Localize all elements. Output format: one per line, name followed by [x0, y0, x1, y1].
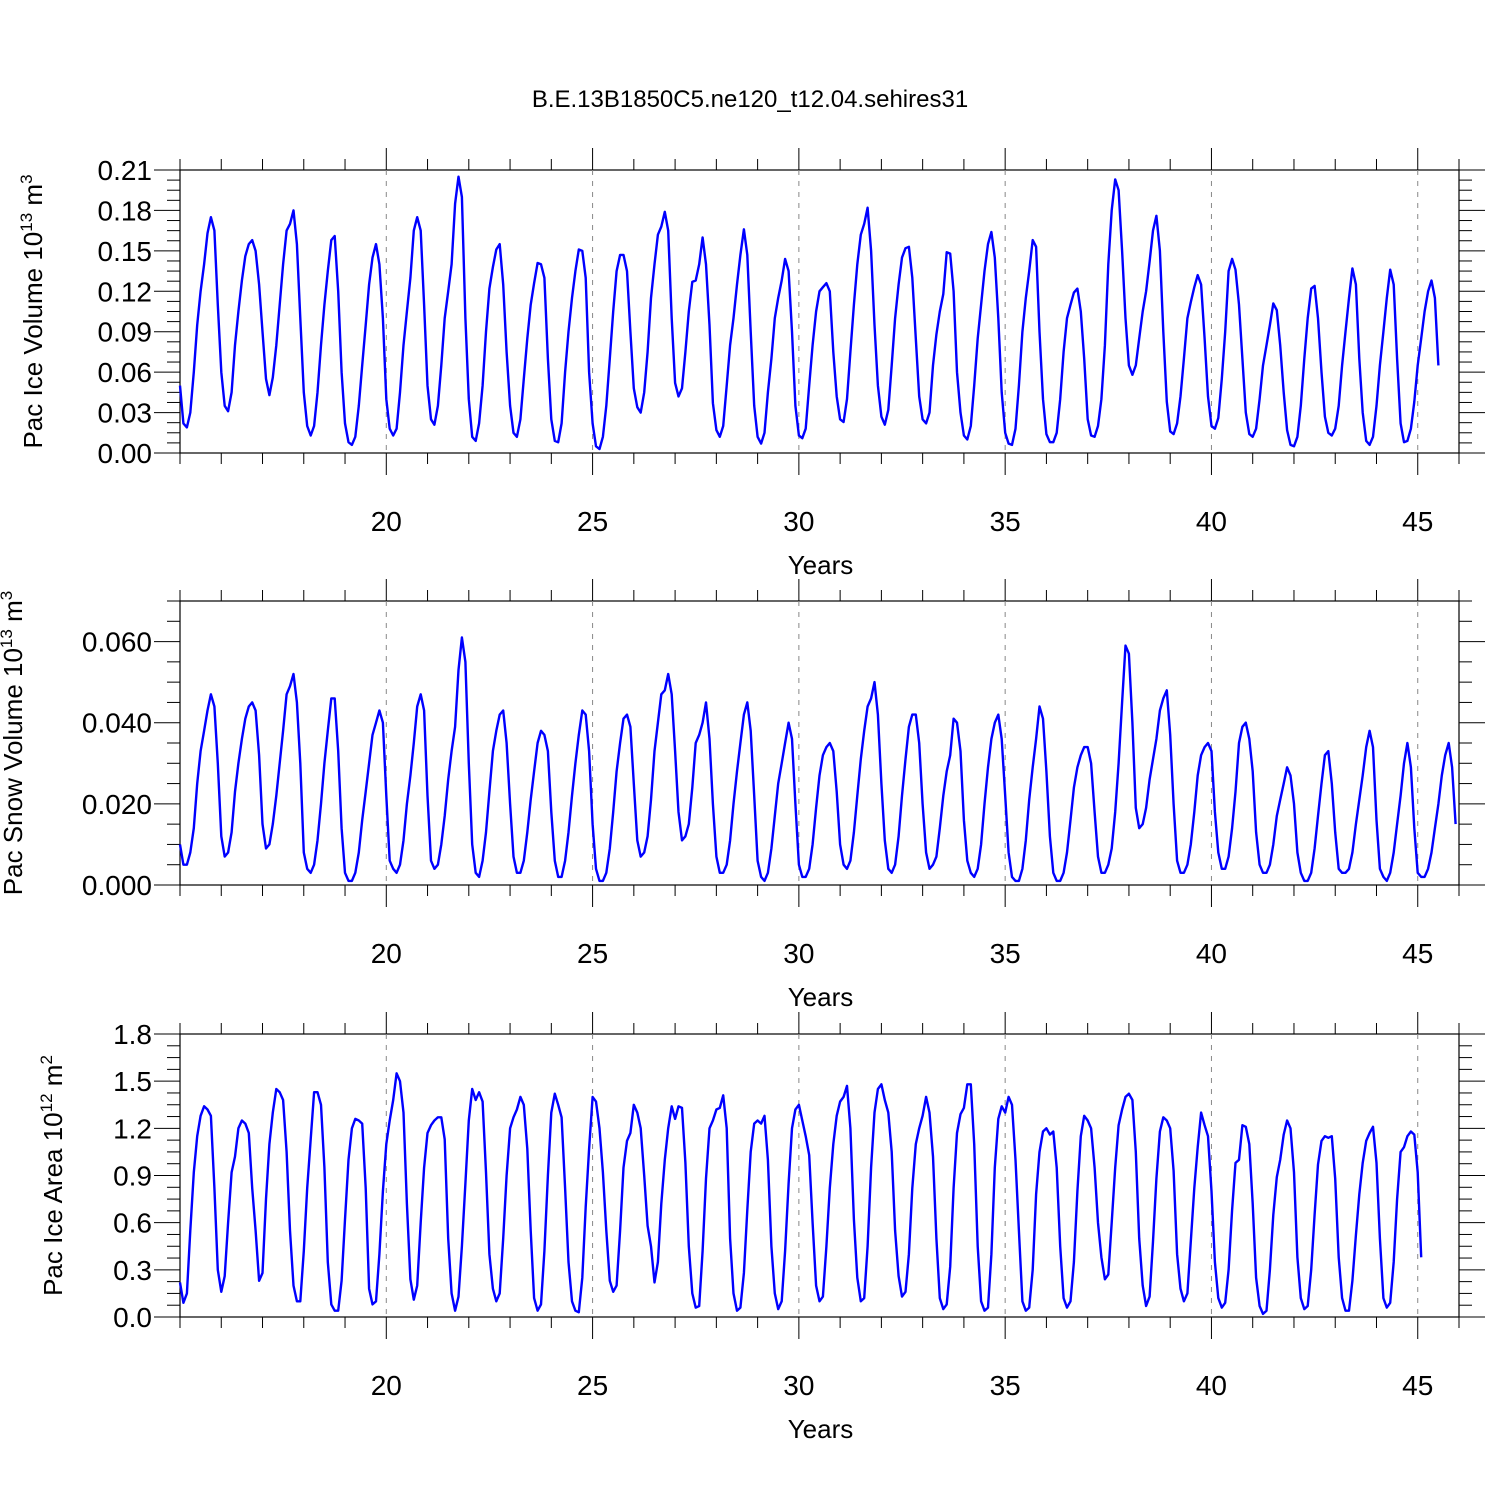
y-axis-title-unit: m	[18, 184, 48, 213]
y-axis-title-text: Pac Ice Volume 10	[18, 232, 48, 449]
x-tick-label: 25	[577, 1370, 608, 1401]
y-tick-label: 0.03	[98, 398, 153, 429]
x-tick-label: 35	[990, 506, 1021, 537]
y-tick-label: 0.3	[113, 1255, 152, 1286]
panels: 20 25 30 35 40 450.000.030.060.090.120.150.18…	[0, 148, 1485, 1444]
y-axis-title-unit-exponent: 3	[0, 591, 16, 600]
x-tick-label: 30	[783, 506, 814, 537]
y-tick-label: 0.18	[98, 195, 153, 226]
x-tick-label: 25	[577, 938, 608, 969]
panel-snow-volume: 20 25 30 35 40 45 0.000 0.020 0.040 0.060 Years Pac…	[0, 579, 1485, 1012]
y-tick-label: 0.21	[98, 155, 153, 186]
x-tick-label: 45	[1402, 506, 1433, 537]
panel-ice-volume: 20 25 30 35 40 45 0.00 0.03 0.06 0.09 0.12 0.15 0.18…	[17, 148, 1485, 580]
x-axis-title: Years	[788, 982, 854, 1012]
y-axis-title-exponent: 13	[17, 213, 36, 232]
y-tick-label: 1.2	[113, 1113, 152, 1144]
y-tick-label: 0.040	[82, 708, 152, 739]
x-tick-label: 40	[1196, 506, 1227, 537]
y-axis-title-unit-exponent: 3	[17, 174, 36, 183]
y-axis-title: Pac Ice Volume 1013 m3	[17, 174, 48, 448]
x-tick-label: 30	[783, 938, 814, 969]
x-tick-label: 35	[990, 938, 1021, 969]
y-axis-title-text: Pac Ice Area 10	[38, 1112, 68, 1296]
y-axis-title-unit-exponent: 2	[37, 1055, 56, 1064]
x-tick-label: 35	[990, 1370, 1021, 1401]
y-tick-label: 0.06	[98, 357, 153, 388]
y-tick-label: 0.060	[82, 627, 152, 658]
series-line-ice-area	[178, 1072, 1423, 1316]
plot-frame	[179, 1033, 1460, 1318]
y-tick-label: 0.00	[98, 438, 153, 469]
series-line-ice-volume	[178, 175, 1440, 451]
y-axis-title: Pac Snow Volume 1013 m3	[0, 591, 28, 895]
x-tick-label: 25	[577, 506, 608, 537]
x-axis-title: Years	[788, 550, 854, 580]
y-axis-title-text: Pac Snow Volume 10	[0, 648, 28, 895]
y-tick-label: 1.8	[113, 1019, 152, 1050]
x-tick-label: 20	[371, 1370, 402, 1401]
y-tick-label: 0.020	[82, 789, 152, 820]
y-tick-label: 0.09	[98, 317, 153, 348]
y-axis-title-unit: m	[38, 1065, 68, 1094]
y-tick-label: 0.9	[113, 1161, 152, 1192]
x-tick-label: 40	[1196, 938, 1227, 969]
y-axis-title: Pac Ice Area 1012 m2	[37, 1055, 68, 1296]
y-tick-label: 0.6	[113, 1208, 152, 1239]
y-axis-title-exponent: 13	[0, 629, 16, 648]
y-tick-label: 0.000	[82, 870, 152, 901]
plot-frame	[179, 169, 1460, 454]
y-tick-label: 0.0	[113, 1302, 152, 1333]
x-tick-label: 45	[1402, 1370, 1433, 1401]
x-tick-label: 45	[1402, 938, 1433, 969]
x-tick-label: 20	[371, 506, 402, 537]
y-axis-title-unit: m	[0, 600, 28, 629]
x-axis-title: Years	[788, 1414, 854, 1444]
y-tick-label: 0.12	[98, 276, 153, 307]
y-axis-title-exponent: 12	[37, 1093, 56, 1112]
series-line-snow-volume	[178, 636, 1457, 883]
x-tick-label: 20	[371, 938, 402, 969]
y-tick-label: 1.5	[113, 1066, 152, 1097]
y-tick-label: 0.15	[98, 236, 153, 267]
x-tick-label: 40	[1196, 1370, 1227, 1401]
x-tick-label: 30	[783, 1370, 814, 1401]
panel-ice-area: 20 25 30 35 40 45 0.0 0.3 0.6 0.9 1.2 1.5 1.8 Years Pa…	[37, 1012, 1485, 1444]
figure-title: B.E.13B1850C5.ne120_t12.04.sehires31	[532, 86, 968, 113]
